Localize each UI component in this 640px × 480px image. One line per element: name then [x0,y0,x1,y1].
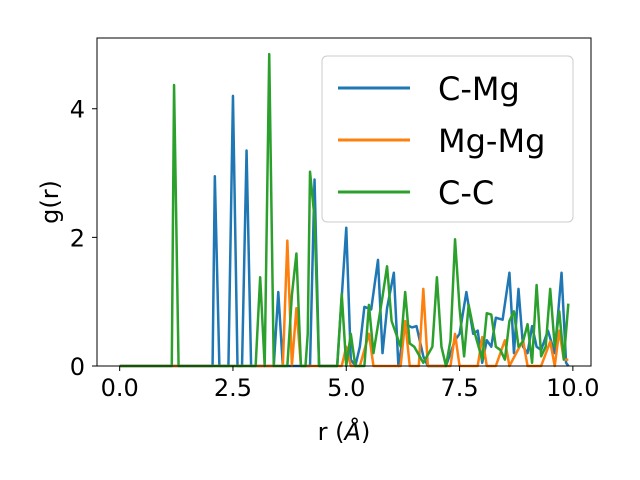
y-axis-ticks: 0 2 4 [70,96,97,381]
x-axis-ticks: 0.0 2.5 5.0 7.5 10.0 [101,366,600,402]
legend: C-Mg Mg-Mg C-C [321,55,574,223]
x-tick-label: 2.5 [214,374,252,402]
y-tick-label: 4 [70,96,85,124]
x-axis-label-prefix: r ( [318,418,345,446]
plot-frame [96,37,592,367]
x-tick-label: 10.0 [546,374,599,402]
x-tick-label: 5.0 [327,374,365,402]
x-axis-label-suffix: ) [361,418,370,446]
legend-box [321,55,574,223]
x-axis-label: r (Å) [318,417,371,446]
y-tick-label: 2 [70,224,85,252]
x-tick-label: 0.0 [101,374,139,402]
x-axis-label-unit: Å [343,417,361,446]
legend-label-0: C-Mg [438,70,520,108]
y-tick-label: 0 [70,353,85,381]
legend-label-1: Mg-Mg [438,122,545,160]
y-axis-label: g(r) [36,180,64,224]
x-tick-label: 7.5 [440,374,478,402]
legend-label-2: C-C [438,174,494,212]
series-line-0 [119,94,570,368]
